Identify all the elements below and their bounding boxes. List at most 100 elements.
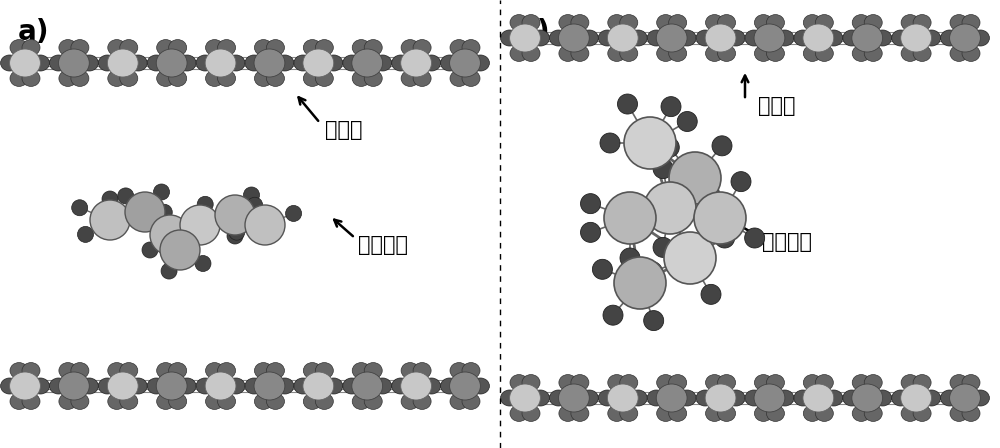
Ellipse shape — [745, 30, 763, 46]
Ellipse shape — [754, 15, 772, 30]
Ellipse shape — [276, 55, 294, 71]
Ellipse shape — [874, 390, 892, 406]
Ellipse shape — [169, 362, 187, 379]
Ellipse shape — [727, 30, 745, 46]
Ellipse shape — [450, 70, 468, 86]
Ellipse shape — [22, 39, 40, 56]
Ellipse shape — [169, 70, 187, 86]
Ellipse shape — [901, 405, 919, 422]
Circle shape — [180, 205, 220, 245]
Ellipse shape — [413, 362, 431, 379]
Circle shape — [699, 184, 719, 204]
Ellipse shape — [913, 15, 931, 30]
Ellipse shape — [776, 30, 794, 46]
Ellipse shape — [874, 30, 892, 46]
Ellipse shape — [815, 405, 833, 422]
Circle shape — [653, 159, 673, 179]
Ellipse shape — [620, 405, 638, 422]
Ellipse shape — [254, 70, 272, 86]
Ellipse shape — [950, 375, 968, 391]
Ellipse shape — [10, 393, 28, 409]
Circle shape — [229, 224, 245, 240]
Ellipse shape — [559, 375, 577, 391]
Ellipse shape — [108, 39, 126, 56]
Circle shape — [644, 182, 696, 234]
Circle shape — [77, 226, 93, 242]
Ellipse shape — [129, 55, 147, 71]
Ellipse shape — [558, 24, 589, 52]
Ellipse shape — [206, 70, 224, 86]
Ellipse shape — [266, 70, 284, 86]
Ellipse shape — [950, 45, 968, 61]
Ellipse shape — [59, 39, 77, 56]
Circle shape — [642, 262, 662, 282]
Ellipse shape — [657, 45, 675, 61]
Ellipse shape — [10, 49, 40, 77]
Ellipse shape — [441, 378, 459, 394]
Ellipse shape — [401, 372, 432, 400]
Ellipse shape — [169, 393, 187, 409]
Ellipse shape — [669, 45, 687, 61]
Ellipse shape — [803, 375, 821, 391]
Ellipse shape — [629, 30, 647, 46]
Circle shape — [156, 204, 172, 220]
Ellipse shape — [1, 55, 19, 71]
Ellipse shape — [108, 362, 126, 379]
Ellipse shape — [558, 384, 589, 412]
Ellipse shape — [303, 372, 334, 400]
Ellipse shape — [401, 39, 419, 56]
Ellipse shape — [462, 362, 480, 379]
Ellipse shape — [852, 384, 883, 412]
Ellipse shape — [864, 405, 882, 422]
Circle shape — [581, 222, 601, 242]
Circle shape — [245, 205, 285, 245]
Ellipse shape — [815, 45, 833, 61]
Ellipse shape — [971, 390, 989, 406]
Ellipse shape — [803, 384, 834, 412]
Ellipse shape — [462, 39, 480, 56]
Ellipse shape — [892, 390, 910, 406]
Ellipse shape — [227, 378, 245, 394]
Ellipse shape — [718, 15, 736, 30]
Ellipse shape — [245, 378, 263, 394]
Ellipse shape — [608, 15, 626, 30]
Ellipse shape — [803, 15, 821, 30]
Ellipse shape — [254, 49, 285, 77]
Ellipse shape — [59, 70, 77, 86]
Ellipse shape — [276, 378, 294, 394]
Ellipse shape — [196, 55, 214, 71]
Ellipse shape — [157, 362, 175, 379]
Ellipse shape — [218, 39, 236, 56]
Ellipse shape — [413, 393, 431, 409]
Ellipse shape — [705, 24, 736, 52]
Ellipse shape — [364, 393, 382, 409]
Circle shape — [711, 198, 731, 219]
Ellipse shape — [531, 390, 549, 406]
Ellipse shape — [315, 39, 333, 56]
Text: b): b) — [518, 18, 551, 46]
Ellipse shape — [678, 30, 696, 46]
Ellipse shape — [22, 393, 40, 409]
Ellipse shape — [678, 390, 696, 406]
Ellipse shape — [315, 70, 333, 86]
Ellipse shape — [227, 55, 245, 71]
Ellipse shape — [620, 375, 638, 391]
Circle shape — [715, 228, 735, 248]
Ellipse shape — [343, 55, 361, 71]
Ellipse shape — [59, 393, 77, 409]
Ellipse shape — [892, 30, 910, 46]
Ellipse shape — [607, 384, 638, 412]
Ellipse shape — [843, 30, 861, 46]
Ellipse shape — [169, 39, 187, 56]
Ellipse shape — [71, 39, 89, 56]
Ellipse shape — [803, 405, 821, 422]
Ellipse shape — [401, 393, 419, 409]
Ellipse shape — [629, 390, 647, 406]
Ellipse shape — [913, 375, 931, 391]
Ellipse shape — [266, 393, 284, 409]
Ellipse shape — [608, 45, 626, 61]
Ellipse shape — [950, 405, 968, 422]
Ellipse shape — [776, 390, 794, 406]
Ellipse shape — [794, 390, 812, 406]
Ellipse shape — [971, 30, 989, 46]
